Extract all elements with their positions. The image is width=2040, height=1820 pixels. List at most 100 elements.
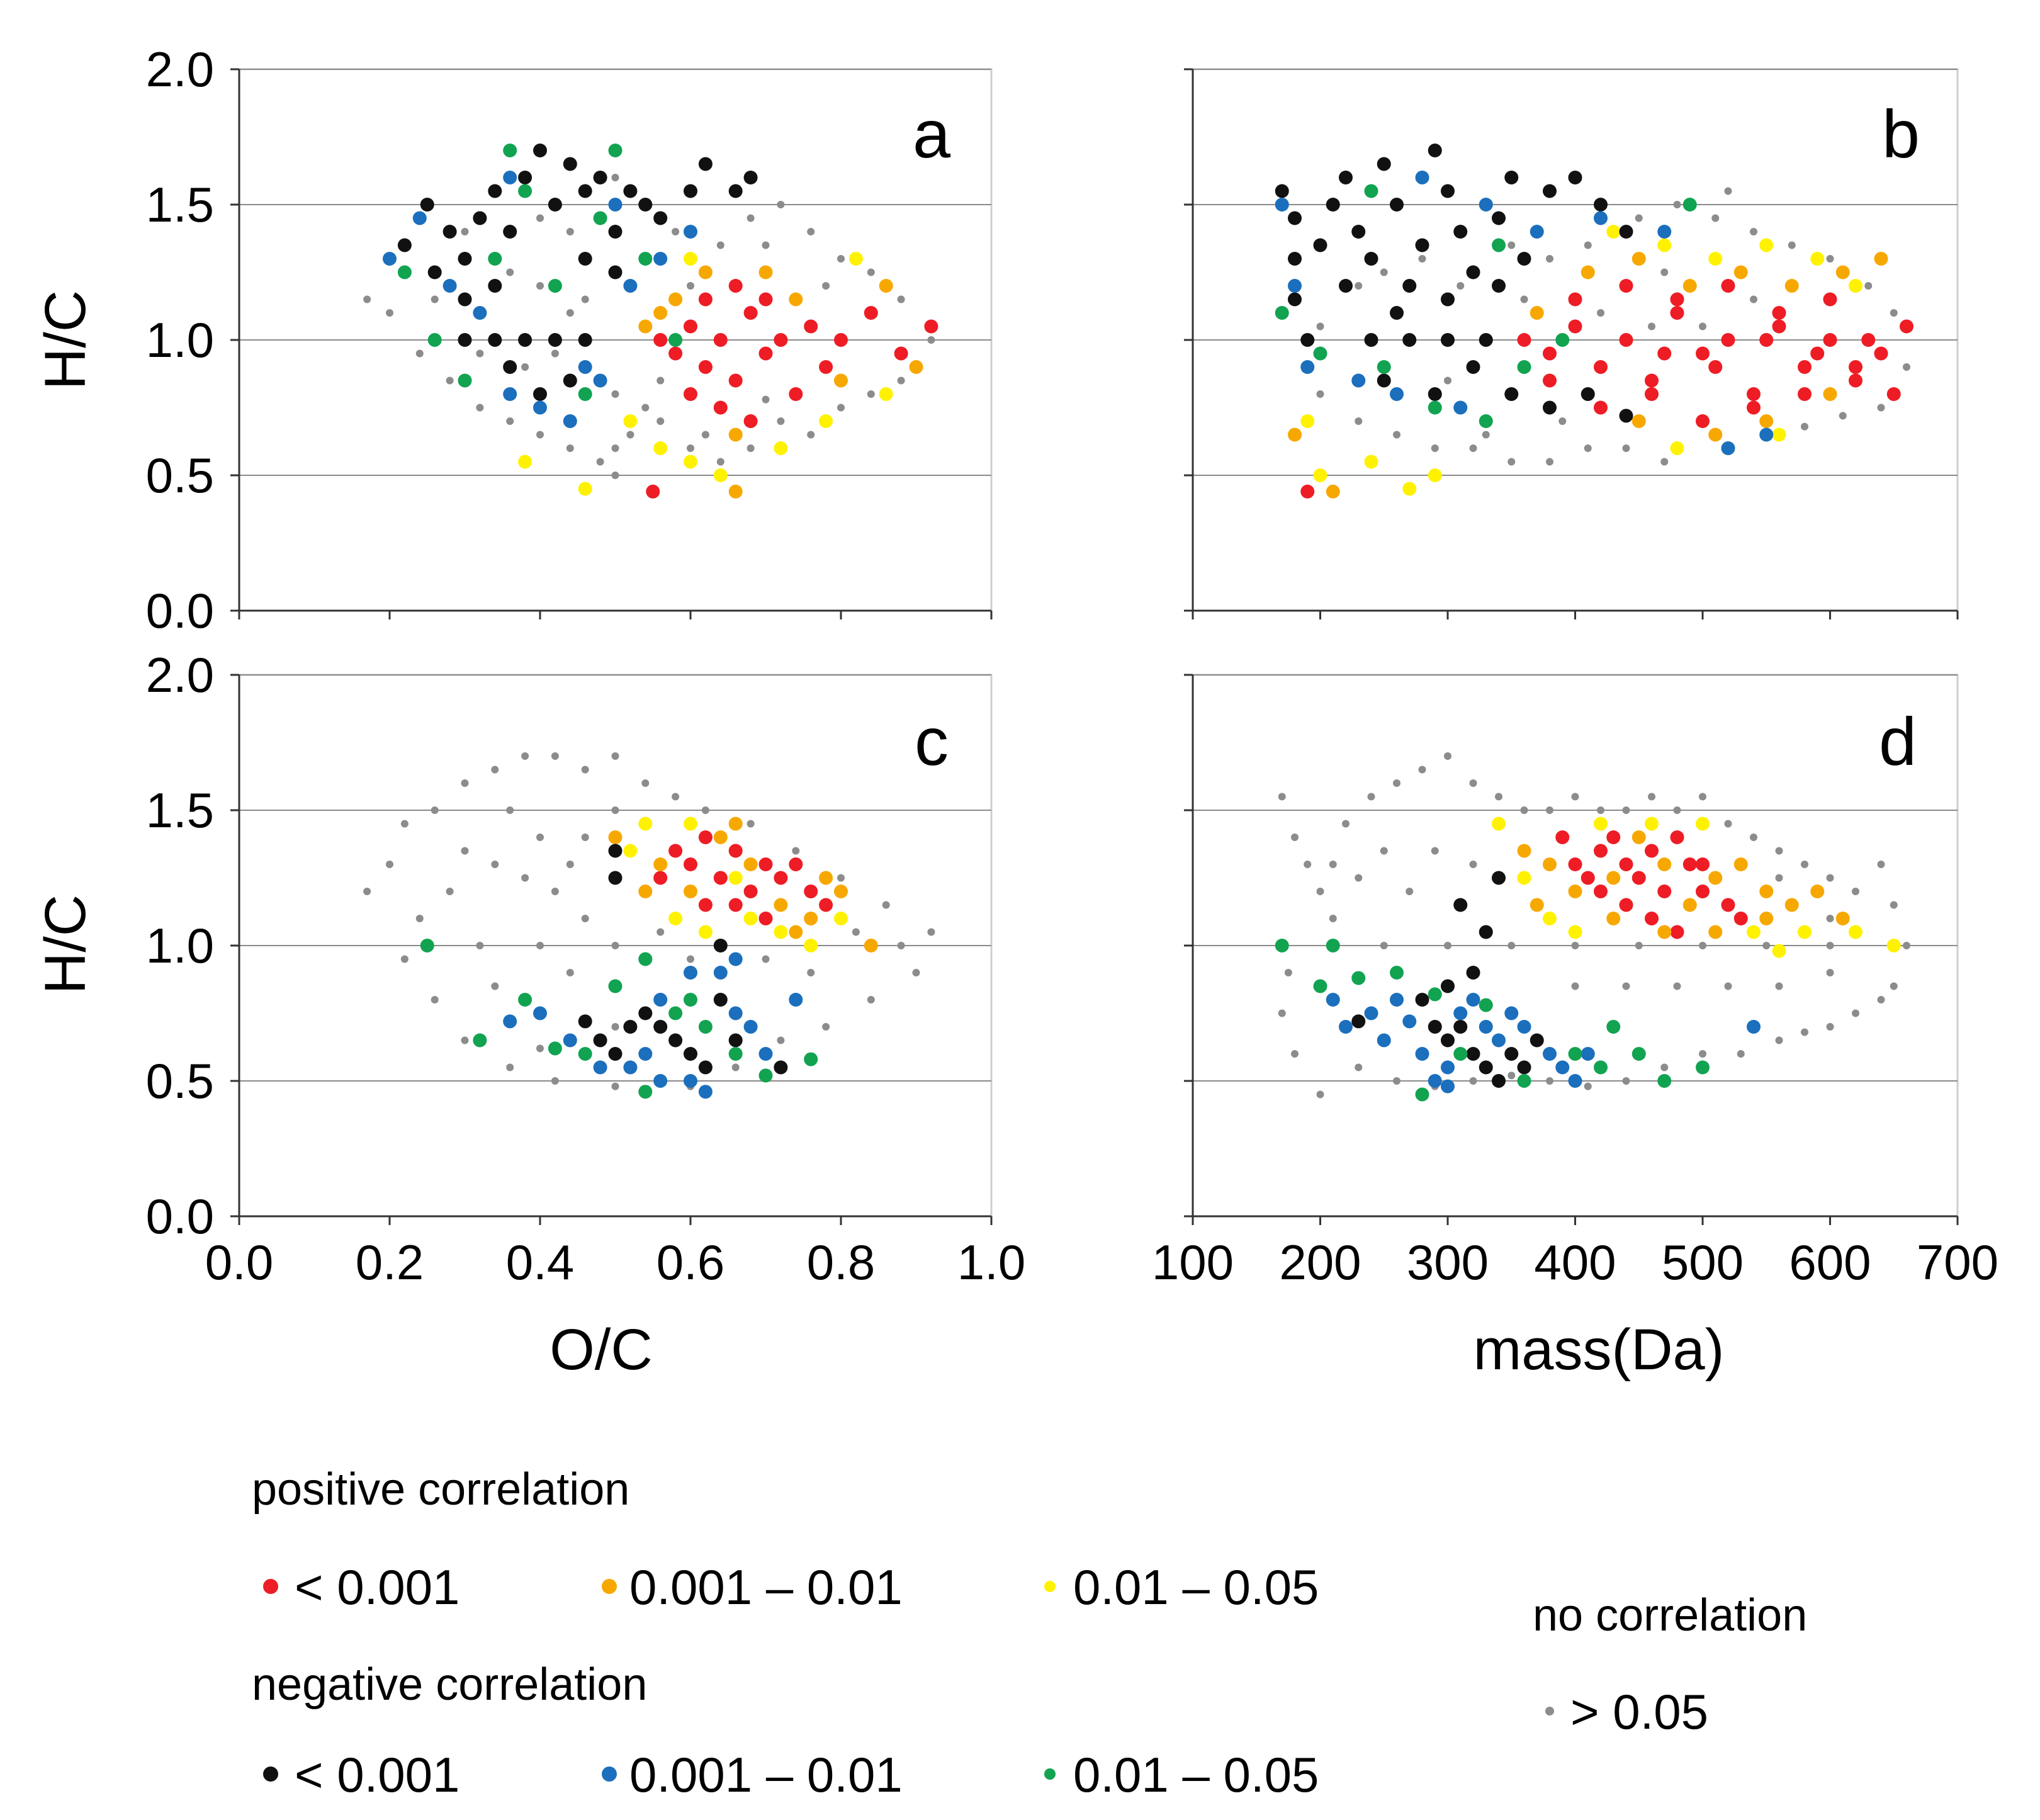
data-point [1466, 265, 1480, 280]
data-point [1479, 414, 1493, 428]
data-point [1606, 1020, 1621, 1034]
data-point [566, 309, 574, 317]
data-point [1581, 871, 1595, 885]
data-point [566, 969, 574, 976]
data-point [488, 252, 502, 266]
data-point [473, 306, 487, 320]
data-point [1798, 387, 1812, 401]
data-point [789, 292, 803, 307]
data-point [1441, 1033, 1455, 1048]
data-point [762, 241, 770, 249]
data-point [684, 225, 697, 239]
data-point [1619, 898, 1633, 912]
data-point [924, 319, 938, 334]
data-point [1606, 225, 1621, 239]
data-point [822, 282, 830, 290]
panel-letter-a: a [913, 96, 951, 172]
data-point [653, 857, 668, 871]
data-point [1428, 387, 1442, 401]
data-point [1759, 333, 1774, 347]
data-point [461, 779, 469, 787]
data-point [506, 268, 514, 276]
data-point [1801, 1028, 1808, 1036]
data-point [698, 1060, 713, 1075]
data-point [1507, 1071, 1516, 1080]
data-point [1788, 241, 1796, 249]
data-point [1406, 888, 1414, 895]
x-tick-label: 500 [1662, 1235, 1744, 1290]
data-point [1428, 400, 1442, 415]
data-point [882, 901, 890, 909]
data-point [1568, 857, 1582, 871]
panel-b: b [1184, 68, 1959, 619]
data-point [713, 966, 728, 980]
data-point [1670, 441, 1684, 455]
data-point [701, 806, 709, 814]
data-point [1622, 982, 1630, 990]
data-point [1733, 265, 1748, 280]
data-point [400, 955, 409, 963]
data-point [1696, 857, 1710, 871]
data-point [488, 279, 502, 293]
data-point [1492, 238, 1506, 252]
data-point [1594, 198, 1608, 212]
data-point [747, 820, 755, 828]
data-point [1759, 427, 1774, 442]
data-point [638, 1006, 653, 1020]
data-point [1772, 306, 1786, 320]
data-point [1469, 1077, 1477, 1085]
data-point [1530, 1033, 1544, 1048]
data-point [1507, 942, 1516, 949]
data-point [1466, 993, 1480, 1007]
data-point [551, 1077, 559, 1085]
data-point [1699, 1050, 1706, 1058]
data-point [1810, 252, 1825, 266]
data-point [1555, 830, 1570, 844]
data-point [1622, 1077, 1630, 1085]
data-point [867, 268, 875, 276]
data-point [638, 885, 653, 898]
data-point [623, 1020, 638, 1034]
data-point [431, 295, 439, 303]
data-point [758, 265, 773, 280]
data-point [1504, 1006, 1519, 1020]
data-point [611, 1082, 619, 1090]
data-point [1823, 292, 1837, 307]
data-point [581, 915, 589, 922]
data-point [1313, 468, 1327, 482]
x-tick-label: 0.6 [657, 1235, 724, 1290]
data-point [638, 319, 653, 334]
data-point [442, 225, 457, 239]
data-point [728, 871, 743, 885]
data-point [1479, 333, 1493, 347]
data-point [1520, 806, 1528, 814]
data-point [1546, 458, 1553, 466]
data-point [1673, 806, 1681, 814]
data-point [578, 360, 592, 374]
data-point [728, 184, 743, 198]
data-point [1775, 1036, 1783, 1044]
data-point [684, 1047, 697, 1061]
data-point [1402, 279, 1417, 293]
data-point [488, 333, 502, 347]
data-point [687, 444, 694, 452]
data-point [1721, 333, 1735, 347]
data-point [1584, 444, 1592, 452]
data-point [1622, 444, 1630, 452]
data-point [1568, 171, 1582, 184]
data-point [1762, 942, 1771, 949]
data-point [1351, 1014, 1366, 1029]
data-point [789, 857, 803, 871]
data-point [743, 885, 758, 898]
data-point [672, 793, 680, 801]
data-point [638, 817, 653, 831]
data-point [653, 441, 668, 455]
data-point [1657, 925, 1672, 939]
data-point [623, 844, 638, 858]
data-point [1300, 360, 1315, 374]
data-point [412, 211, 427, 225]
legend-pos-1: < 0.001 [295, 1559, 459, 1615]
data-point [1300, 414, 1315, 428]
data-point [383, 252, 397, 266]
data-point [1517, 252, 1531, 266]
